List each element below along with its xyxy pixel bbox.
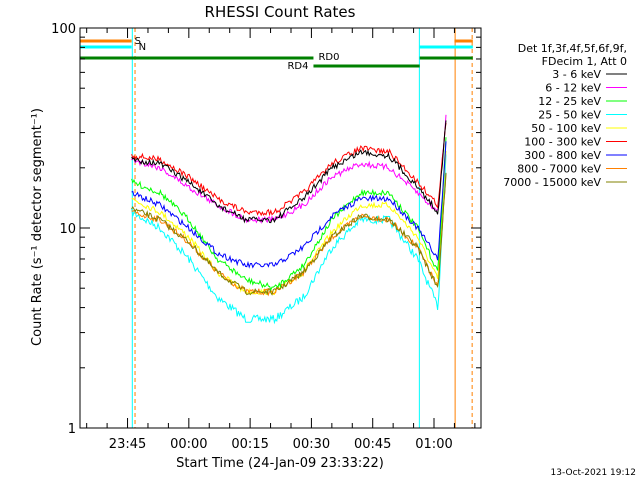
plot-frame	[79, 27, 482, 429]
plot-timestamp: 13-Oct-2021 19:12	[551, 468, 636, 478]
legend-label-6: 300 - 800 keV	[524, 149, 601, 162]
y-axis-label: Count Rate (s⁻¹ detector segment⁻¹)	[30, 108, 45, 346]
series-line-2	[131, 137, 447, 292]
series-line-6	[131, 141, 447, 269]
series-lines	[131, 114, 447, 325]
series-line-8	[131, 172, 447, 296]
y-axis-ticks: 1 10 100	[51, 22, 481, 437]
series-line-1	[131, 114, 447, 225]
legend-label-8: 7000 - 15000 keV	[503, 176, 601, 189]
y-tick-label-2: 100	[51, 22, 76, 37]
series-line-3	[131, 154, 447, 325]
x-tick-label-5: 01:00	[415, 437, 452, 452]
y-tick-label-0: 1	[68, 422, 76, 437]
y-tick-label-1: 10	[59, 222, 76, 237]
x-axis-label: Start Time (24-Jan-09 23:33:22)	[176, 456, 384, 471]
legend-label-5: 100 - 300 keV	[524, 136, 601, 149]
state-flag-bars: SN RD0 RD4	[80, 36, 473, 72]
legend-header-detectors: Det 1f,3f,4f,5f,6f,9f,	[518, 42, 627, 55]
vertical-marker-lines	[79, 28, 473, 428]
legend-label-3: 25 - 50 keV	[538, 109, 601, 122]
flag-label-rd4: RD4	[287, 61, 308, 72]
series-line-7	[131, 173, 447, 297]
flag-label-s: S	[135, 36, 141, 47]
x-tick-label-1: 00:00	[170, 437, 207, 452]
chart-title: RHESSI Count Rates	[205, 3, 356, 21]
legend-label-0: 3 - 6 keV	[552, 68, 601, 81]
legend-label-4: 50 - 100 keV	[531, 122, 601, 135]
series-line-0	[131, 120, 447, 224]
flag-label-rd0: RD0	[318, 52, 339, 63]
series-line-5	[131, 122, 447, 217]
legend-label-2: 12 - 25 keV	[538, 95, 601, 108]
x-tick-label-4: 00:45	[354, 437, 391, 452]
flag-label-n: N	[139, 42, 146, 53]
x-tick-label-2: 00:15	[231, 437, 268, 452]
series-line-4	[131, 151, 447, 296]
x-axis-ticks: 23:45 00:00 00:15 00:30 00:45 01:00	[86, 28, 476, 452]
x-tick-label-0: 23:45	[109, 437, 146, 452]
legend-label-7: 800 - 7000 keV	[517, 163, 601, 176]
legend-label-1: 6 - 12 keV	[545, 82, 601, 95]
x-tick-label-3: 00:30	[293, 437, 330, 452]
legend-header-decimation: FDecim 1, Att 0	[542, 55, 627, 68]
